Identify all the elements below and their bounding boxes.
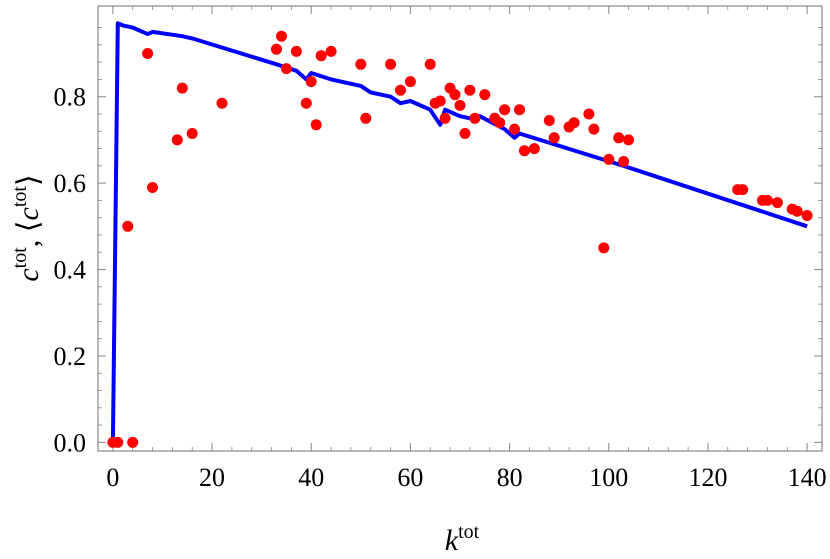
scatter-point <box>588 123 600 135</box>
scatter-point <box>528 143 540 155</box>
scatter-point <box>598 242 610 254</box>
scatter-point <box>112 436 124 448</box>
scatter-point <box>176 82 188 94</box>
scatter-point <box>290 45 302 57</box>
x-axis-ticks: 0 20 40 60 80 100 120 140 <box>106 6 827 492</box>
y-tick-label: 0.8 <box>54 83 87 112</box>
scatter-point <box>514 104 525 116</box>
x-tick-label: 20 <box>199 463 225 492</box>
scatter-point <box>142 48 154 59</box>
scatter-point <box>762 194 773 206</box>
scatter-point <box>122 220 134 232</box>
y-tick-label: 0.0 <box>54 428 87 457</box>
y-axis-title: ctot, ⟨ctot⟩ <box>9 174 45 281</box>
x-tick-label: 0 <box>106 463 119 492</box>
scatter-point <box>280 63 292 75</box>
scatter-point <box>404 76 416 88</box>
scatter-point <box>439 112 451 124</box>
x-axis-title: ktot <box>445 521 480 557</box>
scatter-point <box>300 97 312 109</box>
scatter-point <box>494 117 506 129</box>
plot-area <box>107 21 813 448</box>
scatter-point <box>469 112 481 124</box>
x-tick-label: 60 <box>397 463 423 492</box>
scatter-point <box>499 104 511 116</box>
scatter-point <box>613 132 625 144</box>
scatter-point <box>186 128 198 139</box>
scatter-point <box>464 84 476 96</box>
scatter-point <box>360 112 372 124</box>
scatter-point <box>548 132 560 144</box>
scatter-point <box>271 43 282 55</box>
scatter-point <box>454 99 466 111</box>
scatter-point <box>479 89 491 101</box>
average-line <box>110 21 808 443</box>
scatter-point <box>216 97 228 109</box>
scatter-point <box>305 76 317 88</box>
scatter-point <box>127 436 139 448</box>
scatter-point <box>568 117 580 129</box>
scatter-point <box>771 197 783 209</box>
y-tick-label: 0.6 <box>54 169 87 198</box>
scatter-point <box>355 58 367 70</box>
scatter-point <box>147 182 158 193</box>
scatter-point <box>395 84 406 96</box>
scatter-point <box>543 115 555 126</box>
scatter-point <box>791 205 803 217</box>
y-axis-title-separator: , <box>12 232 45 247</box>
y-axis-title-part1-base: c <box>12 268 45 281</box>
scatter-point <box>434 95 446 107</box>
x-tick-label: 40 <box>298 463 324 492</box>
y-axis-title-part2-base: c <box>12 207 45 220</box>
y-axis-title-close-bracket: ⟩ <box>12 174 45 186</box>
scatter-point <box>171 134 183 146</box>
scatter-point <box>618 156 630 167</box>
y-tick-label: 0.4 <box>54 256 87 285</box>
y-axis-title-part1-sup: tot <box>9 247 31 269</box>
y-axis-ticks: 0.0 0.2 0.4 0.6 0.8 <box>54 27 822 457</box>
scatter-point <box>459 128 471 139</box>
y-tick-label: 0.2 <box>54 342 87 371</box>
scatter-point <box>603 153 615 165</box>
scatter-point <box>509 123 520 135</box>
scatter-point <box>424 58 436 70</box>
scatter-point <box>801 210 813 221</box>
scatter-point <box>583 108 595 120</box>
x-tick-label: 120 <box>688 463 727 492</box>
y-axis-title-open-bracket: ⟨ <box>12 221 45 233</box>
x-axis-title-sup: tot <box>458 521 480 543</box>
scatter-point <box>737 184 749 196</box>
scatter-point <box>519 145 530 157</box>
x-tick-label: 140 <box>788 463 827 492</box>
scatter-point <box>325 45 337 57</box>
x-axis-title-base: k <box>445 524 459 557</box>
scatter-point <box>449 89 461 101</box>
y-axis-title-part2-sup: tot <box>9 186 31 208</box>
plot-frame <box>97 5 823 452</box>
x-tick-label: 80 <box>497 463 523 492</box>
scatter-point <box>310 119 322 131</box>
scatter-point <box>276 30 287 42</box>
scatter-point <box>315 50 327 62</box>
scatter-point <box>385 58 397 70</box>
x-tick-label: 100 <box>589 463 628 492</box>
scatter-point <box>623 134 635 146</box>
